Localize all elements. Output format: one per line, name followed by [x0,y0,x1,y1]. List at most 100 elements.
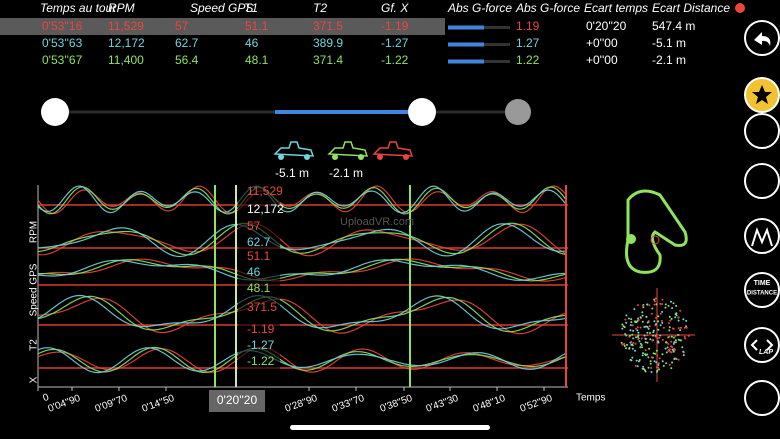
gg-point [637,319,640,321]
gg-point [664,306,667,309]
gg-point [652,331,655,334]
table-cell: 0'53''63 [42,36,83,50]
table-cell: 389.9 [313,36,343,50]
column-header: Speed GPS [190,1,253,15]
sidebar-button[interactable] [744,380,780,416]
cursor-value: -1.19 [247,322,275,336]
gg-point [661,321,664,324]
gg-point [670,335,673,338]
gg-point [654,300,656,303]
sidebar-button[interactable] [744,218,780,254]
table-cell: +0''00 [586,36,618,50]
gg-point [631,347,634,350]
gg-point [664,347,667,350]
gg-point [672,349,675,352]
gg-point [655,333,658,336]
gg-point [657,328,660,331]
kart-body [372,141,414,157]
gg-point [655,316,657,319]
gg-point [682,350,685,353]
gg-point [661,310,664,313]
slider-knob[interactable] [41,98,69,126]
trace [37,295,567,333]
gg-point [623,345,626,347]
gg-point [624,318,627,321]
trace [38,258,567,282]
gg-point [649,338,652,341]
gg-point [650,367,653,369]
gg-point [655,349,658,352]
kart-gap: -2.1 m [329,166,363,180]
gg-point [651,339,654,342]
gg-point [656,354,659,357]
axis-label: Speed GPS [29,263,40,316]
gg-point [685,319,688,322]
gg-point [685,325,687,328]
gg-point [674,348,677,351]
gg-point [636,365,639,368]
gg-point [637,317,640,320]
gg-point [657,315,660,318]
gg-point [648,304,651,307]
sidebar-button[interactable] [744,163,780,199]
gg-point [650,312,653,315]
gg-point [644,341,647,344]
gg-point [677,334,679,336]
gg-point [637,360,640,363]
gg-point [658,368,660,371]
sidebar-button[interactable] [744,327,780,363]
gg-point [643,325,646,328]
gg-point [671,361,674,364]
gg-point [644,353,647,356]
gg-point [654,352,657,355]
slider-knob[interactable] [505,99,531,125]
table-cell: 0'53''16 [42,19,83,33]
slider-knob[interactable] [408,98,436,126]
gg-point [632,329,635,332]
cursor-value: 62.7 [247,235,271,249]
gg-point [649,362,652,365]
gg-point [668,322,670,325]
sidebar-button[interactable] [744,272,780,308]
cursor-label-bg [238,184,280,370]
star-icon [752,85,772,104]
gg-point [650,356,653,359]
gg-point [637,338,640,341]
kart-icon [327,141,369,160]
gg-point [632,341,635,344]
table-cell: 371.4 [313,53,343,67]
gg-point [662,326,665,329]
x-tick-label: 0'04''90 [47,393,83,415]
gg-point [621,323,624,326]
gg-point [659,302,662,305]
gg-point [630,340,633,343]
cursor-value: 57 [247,219,261,233]
gg-point [672,336,675,339]
gg-point [684,337,687,340]
gg-point [670,317,673,320]
sidebar-button[interactable] [744,113,780,149]
cursor-value: -1.27 [247,338,275,352]
gg-point [673,357,676,360]
gg-point [646,331,649,334]
gg-point [653,303,656,306]
x-tick-label: 0'48''10 [472,393,508,415]
kart-wheel [304,154,310,160]
gg-point [669,319,672,322]
gg-point [624,333,627,335]
gg-point [664,303,667,306]
cursor-time: 0'20''20 [217,393,258,407]
position-dot [626,234,636,244]
table-cell: -1.27 [381,36,409,50]
gg-point [620,341,623,344]
column-header: Gf. X [381,1,409,15]
cursor-time-bg [209,390,265,412]
gg-point [683,326,686,329]
gg-point [636,304,639,307]
sidebar-text: DISTANCE [747,291,777,297]
axis-label: RPM [29,221,40,243]
gg-point [679,339,682,342]
gg-point [647,366,650,369]
x-tick-label: 0'43''30 [425,393,461,415]
